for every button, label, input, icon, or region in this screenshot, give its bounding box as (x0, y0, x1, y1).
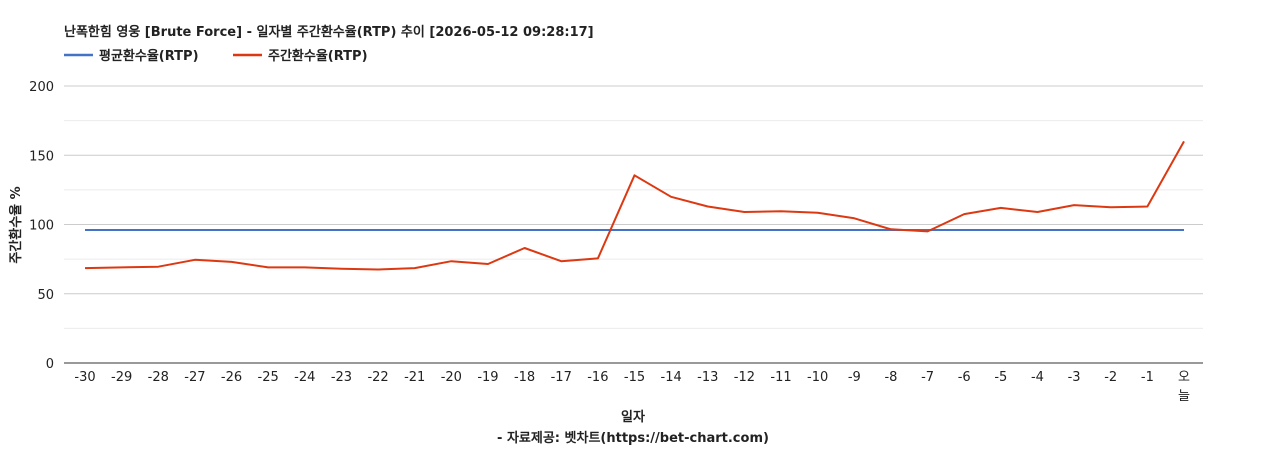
x-tick-label: -22 (367, 370, 388, 385)
x-tick-label: -2 (1104, 370, 1117, 385)
y-tick-label: 0 (46, 357, 54, 372)
x-tick-label: -6 (958, 370, 971, 385)
x-tick-label: -23 (331, 370, 352, 385)
y-tick-label: 50 (37, 288, 54, 303)
x-tick-label: -1 (1141, 370, 1154, 385)
x-tick-label: -8 (884, 370, 897, 385)
x-tick-label: -28 (148, 370, 169, 385)
x-tick-label: -27 (184, 370, 205, 385)
x-tick-label: -14 (661, 370, 682, 385)
x-tick-label: -3 (1068, 370, 1081, 385)
x-tick-label: -10 (807, 370, 828, 385)
y-tick-label: 150 (29, 149, 54, 164)
y-tick-label: 100 (29, 219, 54, 234)
x-tick-label: -21 (404, 370, 425, 385)
x-tick-label: -15 (624, 370, 645, 385)
x-tick-label: -5 (994, 370, 1007, 385)
legend-label-weekly: 주간환수율(RTP) (268, 48, 368, 64)
series-lines (84, 140, 1185, 271)
x-axis-label: 일자 (621, 410, 645, 425)
x-tick-label: -19 (477, 370, 498, 385)
x-tick-label: -13 (697, 370, 718, 385)
x-tick-label: -9 (848, 370, 861, 385)
x-tick-label: -24 (294, 370, 315, 385)
x-tick-label: -20 (441, 370, 462, 385)
x-tick-label: -26 (221, 370, 242, 385)
x-tick-label: -7 (921, 370, 934, 385)
x-axis-ticks: -30 -29 -28 -27 -26 -25 -24 -23 -22 -21 -20 -19 -18 -… (74, 370, 1190, 404)
y-axis-label: 주간환수율 % (8, 186, 24, 263)
grid (64, 85, 1203, 329)
y-axis-ticks: 0 50 100 150 200 (29, 80, 54, 372)
x-tick-label: -25 (258, 370, 279, 385)
legend: 평균환수율(RTP) 주간환수율(RTP) (64, 48, 368, 64)
x-tick-label: -18 (514, 370, 535, 385)
x-tick-label: -12 (734, 370, 755, 385)
series-line-weekly-rtp (84, 140, 1185, 271)
x-tick-label: -17 (551, 370, 572, 385)
chart-title: 난폭한힘 영웅 [Brute Force] - 일자별 주간환수율(RTP) 추… (64, 24, 594, 40)
legend-label-average: 평균환수율(RTP) (99, 48, 199, 64)
y-tick-label: 200 (29, 80, 54, 95)
x-tick-label: -4 (1031, 370, 1044, 385)
x-tick-label: -11 (770, 370, 791, 385)
x-tick-label: -30 (74, 370, 95, 385)
source-credit: - 자료제공: 벳차트(https://bet-chart.com) (497, 430, 769, 446)
x-tick-label: -16 (587, 370, 608, 385)
x-tick-label: -29 (111, 370, 132, 385)
